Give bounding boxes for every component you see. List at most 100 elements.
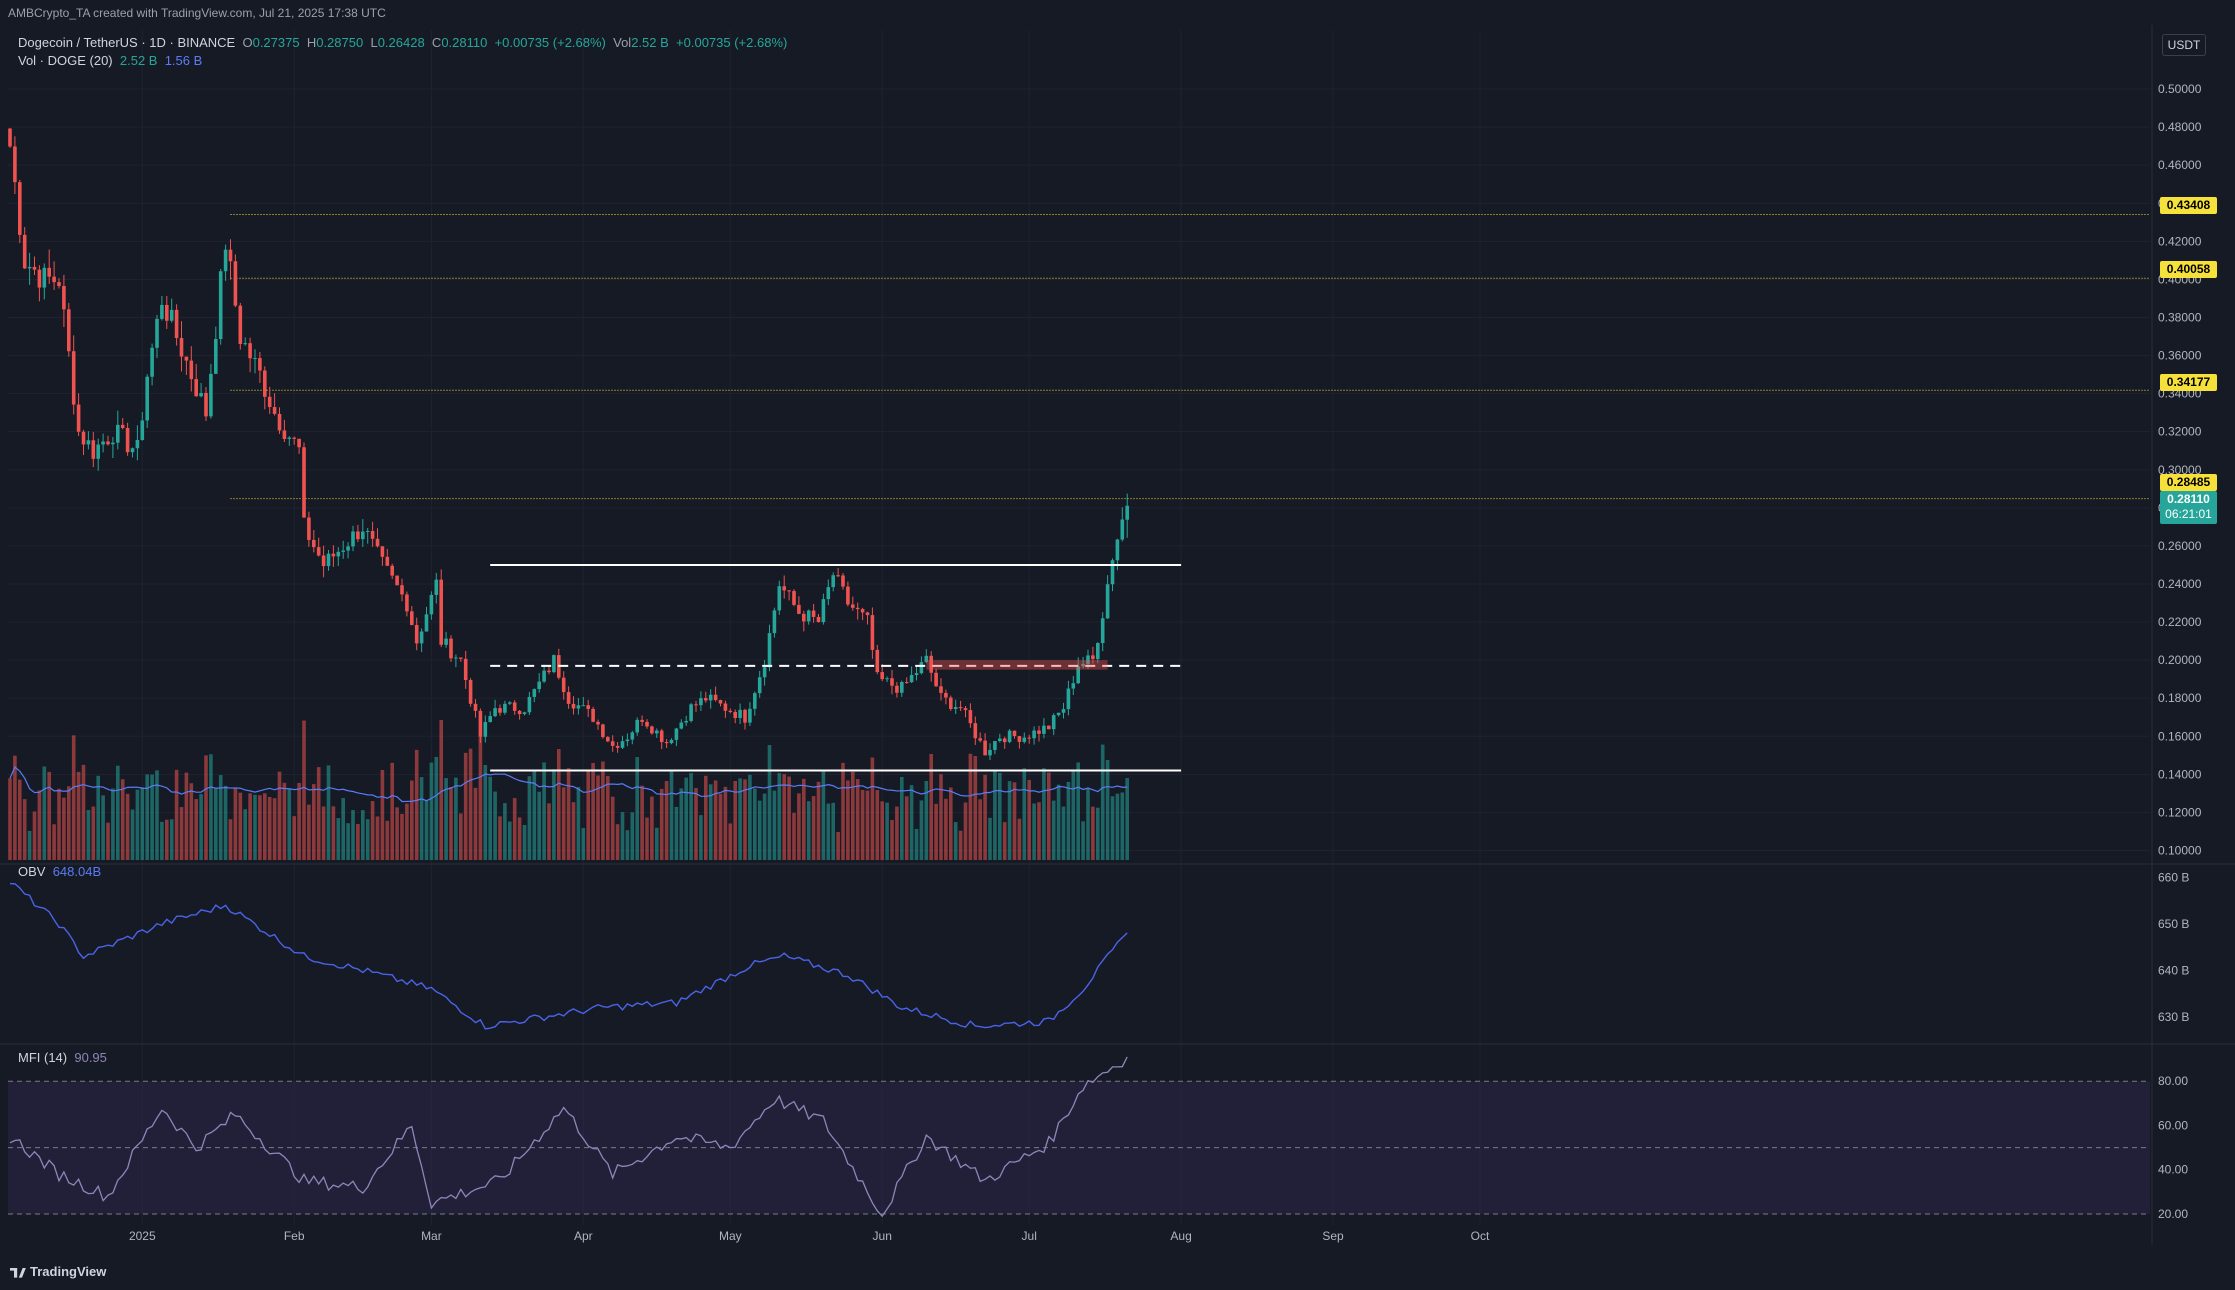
volume-bar	[106, 822, 110, 860]
volume-bar	[713, 780, 718, 860]
volume-bar	[1061, 806, 1066, 860]
volume-bar	[76, 771, 81, 860]
volume-bar	[287, 788, 292, 860]
candle-body	[155, 318, 159, 348]
candle-body	[444, 638, 448, 645]
currency-button[interactable]: USDT	[2162, 34, 2206, 56]
volume-legend[interactable]: Vol · DOGE (20) 2.52 B 1.56 B	[18, 53, 202, 68]
price-tick: 0.22000	[2158, 615, 2202, 629]
volume-bar	[606, 776, 610, 860]
volume-bar	[733, 781, 737, 860]
volume-bar	[674, 806, 679, 860]
candle-body	[37, 269, 42, 288]
volume-bar	[1042, 768, 1046, 860]
candle-body	[659, 730, 664, 743]
candle-body	[880, 672, 884, 680]
candle-body	[1022, 737, 1027, 742]
candle-body	[610, 741, 615, 746]
candle-body	[52, 276, 56, 283]
volume-bar	[855, 779, 860, 860]
volume-bar	[439, 720, 443, 860]
volume-bar	[155, 770, 159, 860]
volume-bar	[993, 770, 997, 860]
candle-body	[694, 704, 698, 706]
candle-body	[414, 625, 419, 644]
mfi-legend[interactable]: MFI (14) 90.95	[18, 1050, 107, 1065]
volume-bar	[473, 787, 478, 860]
low-label: L	[370, 35, 378, 50]
volume-bar	[1115, 793, 1120, 860]
price-tick: 0.16000	[2158, 729, 2202, 743]
candle-body	[321, 555, 326, 567]
candle-body	[934, 672, 938, 687]
candle-body	[174, 309, 179, 339]
volume-bar	[145, 774, 149, 860]
volume-bar	[723, 786, 728, 860]
volume-bar	[1051, 800, 1056, 860]
candle-body	[120, 424, 125, 428]
candle-body	[919, 662, 924, 674]
candle-body	[459, 657, 463, 659]
volume-bar	[116, 765, 120, 860]
candle-body	[424, 614, 429, 632]
tradingview-brand[interactable]: TradingView	[10, 1264, 106, 1279]
candle-body	[944, 692, 948, 698]
candle-body	[13, 146, 17, 183]
candle-body	[243, 343, 247, 345]
price-tick: 0.12000	[2158, 805, 2202, 819]
candle-body	[522, 712, 527, 715]
candle-body	[365, 531, 370, 533]
volume-bar	[640, 785, 644, 860]
candle-body	[62, 285, 66, 310]
candle-body	[135, 439, 140, 449]
candle-body	[1125, 505, 1129, 520]
volume-bar	[13, 755, 17, 860]
volume-legend-v1: 2.52 B	[119, 53, 158, 68]
candle-body	[434, 579, 439, 595]
candle-body	[806, 610, 811, 622]
obv-legend[interactable]: OBV 648.04B	[18, 864, 101, 879]
candle-body	[968, 710, 973, 724]
candle-body	[218, 271, 223, 339]
last-price-value: 0.28110	[2167, 492, 2210, 506]
ohlc-legend[interactable]: Dogecoin / TetherUS · 1D · BINANCE O0.27…	[18, 35, 787, 50]
candle-body	[253, 358, 257, 360]
candle-body	[601, 724, 605, 738]
candle-body	[233, 261, 238, 306]
candle-body	[914, 673, 919, 676]
candle-body	[395, 575, 399, 586]
volume-bar	[684, 777, 688, 860]
candle-body	[1061, 709, 1066, 713]
volume-bar	[1056, 784, 1061, 860]
candle-body	[439, 579, 443, 645]
volume-bar	[57, 788, 61, 860]
candle-body	[223, 249, 228, 272]
candle-body	[963, 708, 968, 711]
volume-bar	[659, 788, 664, 860]
candle-body	[527, 696, 532, 713]
candle-body	[385, 556, 390, 566]
candle-body	[27, 266, 32, 269]
volume-bar	[1017, 818, 1022, 860]
candle-body	[169, 309, 174, 321]
volume-bar	[944, 798, 948, 860]
x-axis-label: 2025	[129, 1229, 156, 1243]
candle-body	[189, 360, 194, 380]
candle-body	[802, 613, 806, 622]
volume-bar	[934, 803, 938, 860]
volume-bar	[243, 809, 247, 860]
x-axis-label: Mar	[421, 1229, 442, 1243]
volume-bar	[527, 776, 532, 860]
volume-bar	[792, 812, 796, 860]
volume-bar	[42, 766, 47, 860]
candle-body	[615, 745, 620, 748]
volume-bar	[454, 777, 458, 860]
symbol-title[interactable]: Dogecoin / TetherUS · 1D · BINANCE	[18, 35, 236, 50]
x-axis-label: Aug	[1170, 1229, 1191, 1243]
volume-bar	[81, 764, 86, 860]
volume-bar	[488, 776, 492, 860]
volume-bar	[194, 799, 198, 860]
close-value: 0.28110	[441, 35, 488, 50]
volume-bar	[890, 820, 894, 860]
